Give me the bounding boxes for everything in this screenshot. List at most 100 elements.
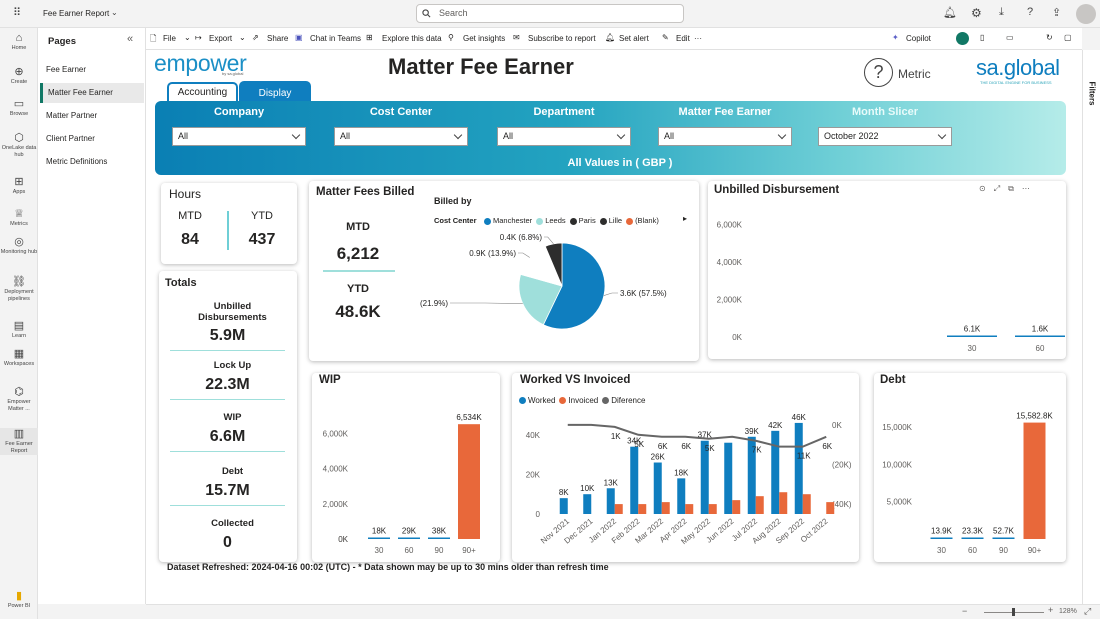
rail-pipelines[interactable]: ⛓ Deployment pipelines bbox=[0, 276, 38, 303]
bar[interactable] bbox=[428, 537, 450, 540]
rail-monitoring[interactable]: ◎ Monitoring hub bbox=[0, 236, 38, 256]
share-feedback-icon[interactable]: ⇪ bbox=[1052, 7, 1062, 19]
legend-item[interactable]: Worked bbox=[519, 396, 555, 405]
legend-item[interactable]: Manchester bbox=[484, 216, 532, 225]
legend-item[interactable]: Diference bbox=[602, 396, 645, 405]
invoiced-bar[interactable] bbox=[755, 496, 764, 514]
search-input[interactable]: Search bbox=[416, 4, 684, 23]
export-menu[interactable]: Export bbox=[209, 34, 233, 43]
rail-workspaces[interactable]: ▦ Workspaces bbox=[0, 348, 38, 368]
explore-data-button[interactable]: Explore this data bbox=[382, 34, 442, 43]
tab-display[interactable]: Display bbox=[239, 81, 311, 103]
filters-pane[interactable]: Filters bbox=[1082, 50, 1100, 604]
reload-icon[interactable]: ↻ bbox=[1046, 33, 1053, 42]
filter-dropdown[interactable]: All bbox=[658, 127, 792, 146]
rail-home[interactable]: ⌂ Home bbox=[0, 32, 38, 52]
rail-report[interactable]: ▥ Fee Earner Report bbox=[0, 428, 38, 455]
powerbi-footer[interactable]: ▮ Power BI bbox=[0, 590, 38, 610]
bar[interactable] bbox=[930, 537, 953, 540]
worked-bar[interactable] bbox=[794, 422, 803, 514]
legend-item[interactable]: (Blank) bbox=[626, 216, 659, 225]
metric-help-icon[interactable]: ? bbox=[864, 58, 893, 87]
filter-dropdown[interactable]: All bbox=[334, 127, 468, 146]
bar[interactable] bbox=[961, 537, 984, 540]
legend-next-icon[interactable]: ▸ bbox=[683, 214, 688, 223]
metric-label[interactable]: Metric bbox=[898, 67, 931, 81]
visual-header-icons[interactable]: ⊙⤢⧉⋯ bbox=[979, 184, 1038, 193]
page-item[interactable]: Client Partner bbox=[46, 134, 95, 143]
download-icon[interactable]: ⤓ bbox=[999, 6, 1004, 18]
subscribe-button[interactable]: Subscribe to report bbox=[528, 34, 596, 43]
pie-slice[interactable] bbox=[518, 273, 563, 326]
chevron-down-icon[interactable]: ⌄ bbox=[111, 8, 118, 17]
view-icon[interactable]: ▭ bbox=[1006, 33, 1014, 42]
refresh-status-icon[interactable] bbox=[956, 32, 969, 45]
bookmark-icon[interactable]: ▯ bbox=[980, 33, 985, 42]
set-alert-button[interactable]: Set alert bbox=[619, 34, 649, 43]
page-item[interactable]: Metric Definitions bbox=[46, 157, 108, 166]
worked-bar[interactable] bbox=[630, 446, 639, 514]
get-insights-button[interactable]: Get insights bbox=[463, 34, 506, 43]
more-options-button[interactable]: ··· bbox=[694, 34, 702, 43]
filters-label[interactable]: Filters bbox=[1087, 81, 1097, 106]
app-launcher-icon[interactable]: ⠿ bbox=[13, 7, 22, 19]
zoom-out-icon[interactable]: − bbox=[962, 606, 968, 616]
page-item[interactable]: Matter Partner bbox=[46, 111, 98, 120]
bar[interactable] bbox=[947, 335, 997, 338]
report-title[interactable]: Fee Earner Report bbox=[43, 9, 110, 18]
invoiced-bar[interactable] bbox=[708, 504, 717, 514]
zoom-in-icon[interactable]: + bbox=[1048, 605, 1054, 615]
legend-item[interactable]: Leeds bbox=[536, 216, 566, 225]
avatar[interactable] bbox=[1076, 4, 1096, 24]
rail-empower[interactable]: ⌬ Empower Matter ... bbox=[0, 386, 38, 413]
invoiced-bar[interactable] bbox=[685, 504, 694, 514]
legend-item[interactable]: Lille bbox=[599, 216, 622, 225]
help-icon[interactable]: ? bbox=[1027, 6, 1034, 18]
worked-bar[interactable] bbox=[771, 430, 780, 514]
bar[interactable] bbox=[992, 537, 1015, 540]
page-item[interactable]: Matter Fee Earner bbox=[40, 83, 144, 103]
worked-bar[interactable] bbox=[559, 498, 568, 514]
tab-accounting[interactable]: Accounting bbox=[167, 82, 238, 103]
pie-slice[interactable] bbox=[542, 242, 606, 330]
legend-item[interactable]: Paris bbox=[569, 216, 596, 225]
invoiced-bar[interactable] bbox=[826, 502, 835, 514]
copilot-button[interactable]: Copilot bbox=[906, 34, 931, 43]
invoiced-bar[interactable] bbox=[614, 504, 623, 514]
rail-apps[interactable]: ⊞ Apps bbox=[0, 176, 38, 196]
page-item[interactable]: Fee Earner bbox=[46, 65, 87, 74]
rail-create[interactable]: ⊕ Create bbox=[0, 66, 38, 86]
share-button[interactable]: Share bbox=[267, 34, 289, 43]
rail-onelake[interactable]: ⬡ OneLake data hub bbox=[0, 132, 38, 159]
invoiced-bar[interactable] bbox=[779, 492, 788, 514]
zoom-slider-thumb[interactable] bbox=[1012, 608, 1015, 616]
fit-page-icon[interactable]: ⤢ bbox=[1084, 606, 1092, 616]
edit-button[interactable]: Edit bbox=[676, 34, 690, 43]
filter-dropdown[interactable]: All bbox=[497, 127, 631, 146]
invoiced-bar[interactable] bbox=[732, 500, 741, 514]
file-menu[interactable]: File bbox=[163, 34, 176, 43]
filter-dropdown[interactable]: October 2022 bbox=[818, 127, 952, 146]
chat-in-teams-button[interactable]: Chat in Teams bbox=[310, 34, 361, 43]
bar[interactable] bbox=[458, 424, 480, 539]
bar[interactable] bbox=[1023, 422, 1046, 539]
invoiced-bar[interactable] bbox=[638, 504, 647, 514]
collapse-pages-icon[interactable]: « bbox=[127, 33, 134, 45]
rail-metrics[interactable]: ♕ Metrics bbox=[0, 208, 38, 228]
rail-browse[interactable]: ▭ Browse bbox=[0, 98, 38, 118]
gear-icon[interactable]: ⚙ bbox=[971, 6, 982, 20]
comment-icon[interactable]: ▢ bbox=[1064, 33, 1072, 42]
worked-bar[interactable] bbox=[653, 462, 662, 514]
legend-item[interactable]: Invoiced bbox=[559, 396, 598, 405]
worked-bar[interactable] bbox=[700, 440, 709, 514]
bar[interactable] bbox=[368, 537, 390, 540]
worked-bar[interactable] bbox=[677, 478, 686, 514]
difference-line[interactable] bbox=[567, 423, 827, 448]
filter-dropdown[interactable]: All bbox=[172, 127, 306, 146]
worked-bar[interactable] bbox=[747, 436, 756, 514]
bell-icon[interactable]: 🔔︎ bbox=[943, 7, 957, 19]
bar[interactable] bbox=[1015, 335, 1065, 338]
worked-bar[interactable] bbox=[606, 488, 615, 514]
zoom-level[interactable]: 128% bbox=[1059, 608, 1077, 615]
worked-bar[interactable] bbox=[724, 442, 733, 514]
